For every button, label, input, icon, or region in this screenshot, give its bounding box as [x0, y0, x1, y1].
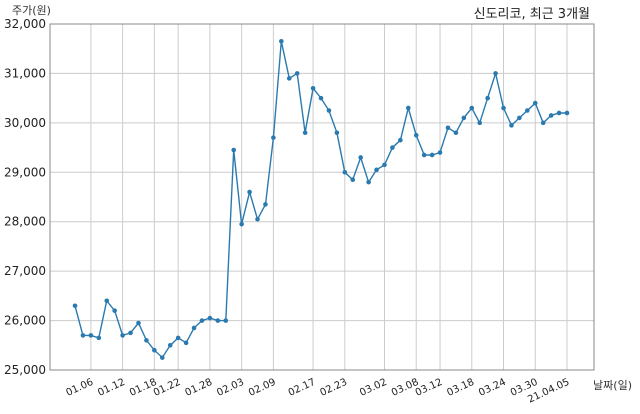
- data-point: [80, 333, 86, 338]
- data-point: [120, 333, 125, 338]
- data-point: [207, 315, 213, 321]
- data-point: [231, 147, 237, 153]
- plot-frame: [49, 23, 595, 371]
- data-point: [167, 342, 173, 348]
- x-axis-label: 날짜(일): [593, 378, 632, 392]
- data-point: [310, 85, 316, 91]
- data-point: [239, 221, 244, 227]
- data-point: [223, 318, 229, 323]
- data-point: [286, 76, 292, 81]
- x-tick-label: 02.23: [318, 377, 349, 399]
- data-point: [263, 202, 268, 207]
- x-tick-label: 03.18: [445, 377, 476, 399]
- y-axis-label: 주가(원): [12, 4, 51, 17]
- data-point: [128, 330, 133, 336]
- data-point: [469, 105, 475, 111]
- chart-title: 신도리코, 최근 3개월: [474, 7, 590, 22]
- data-point: [112, 308, 117, 313]
- data-point: [366, 179, 371, 185]
- data-point: [390, 145, 395, 150]
- data-point: [199, 318, 205, 323]
- data-point: [540, 120, 546, 126]
- y-tick-label: 28,000: [4, 215, 46, 229]
- data-point: [493, 71, 498, 76]
- grid-layer: [50, 23, 594, 371]
- y-tick-label: 29,000: [4, 165, 46, 179]
- y-tick-label: 30,000: [4, 116, 46, 130]
- data-point: [358, 155, 363, 160]
- data-point: [159, 355, 165, 360]
- data-point: [255, 216, 260, 222]
- data-point: [326, 108, 332, 113]
- data-point: [445, 125, 451, 131]
- data-point: [104, 298, 110, 304]
- data-point: [501, 105, 506, 111]
- data-point: [247, 189, 252, 195]
- data-point: [136, 320, 141, 326]
- data-point: [461, 115, 467, 121]
- data-point: [429, 152, 435, 158]
- data-point: [152, 347, 157, 353]
- data-point: [144, 338, 149, 343]
- data-point: [175, 335, 181, 341]
- x-tick-label: 01.28: [184, 377, 215, 399]
- data-point: [342, 169, 348, 175]
- x-tick-label: 03.02: [358, 377, 389, 399]
- y-tick-label: 27,000: [4, 264, 46, 278]
- data-point: [556, 110, 562, 116]
- x-tick-label: 02.17: [287, 377, 318, 399]
- data-point: [477, 120, 483, 126]
- data-point: [485, 95, 490, 101]
- data-point: [191, 325, 197, 331]
- x-tick-label: 01.12: [96, 377, 127, 399]
- data-point: [564, 110, 570, 116]
- data-point: [215, 318, 221, 323]
- x-tick-label: 03.24: [477, 377, 508, 399]
- y-tick-label: 26,000: [4, 314, 46, 328]
- x-tick-label: 02.09: [247, 377, 278, 399]
- x-tick-label: 01.06: [65, 377, 96, 399]
- data-point: [318, 95, 324, 101]
- data-point: [413, 132, 419, 138]
- price-line: [74, 41, 567, 359]
- x-tick-label: 03.12: [414, 377, 445, 399]
- data-point: [334, 130, 340, 136]
- data-point: [421, 152, 427, 158]
- data-point: [405, 105, 411, 111]
- data-point: [183, 340, 189, 346]
- x-tick-label: 01.22: [152, 377, 183, 399]
- data-point: [509, 123, 514, 128]
- y-tick-label: 31,000: [4, 66, 46, 80]
- data-point: [302, 130, 308, 136]
- data-point: [350, 177, 356, 182]
- y-tick-label: 25,000: [4, 363, 46, 377]
- y-tick-label: 32,000: [4, 17, 46, 31]
- data-point: [279, 39, 284, 44]
- data-point: [294, 71, 300, 76]
- data-point: [437, 150, 443, 155]
- data-point: [374, 167, 379, 173]
- data-point: [88, 333, 94, 338]
- data-point: [548, 113, 554, 118]
- price-series: [72, 39, 570, 360]
- data-point: [453, 130, 459, 136]
- data-point: [532, 100, 538, 106]
- data-point: [398, 137, 403, 143]
- data-point: [382, 162, 387, 168]
- data-point: [517, 115, 522, 121]
- y-tick-labels: 25,000 26,000 27,000 28,000 29,000 30,000 31,0…: [4, 17, 46, 377]
- data-point: [271, 135, 276, 140]
- data-point: [96, 335, 102, 341]
- data-point: [525, 108, 530, 113]
- x-tick-label: 02.03: [215, 377, 246, 399]
- data-point: [72, 303, 78, 309]
